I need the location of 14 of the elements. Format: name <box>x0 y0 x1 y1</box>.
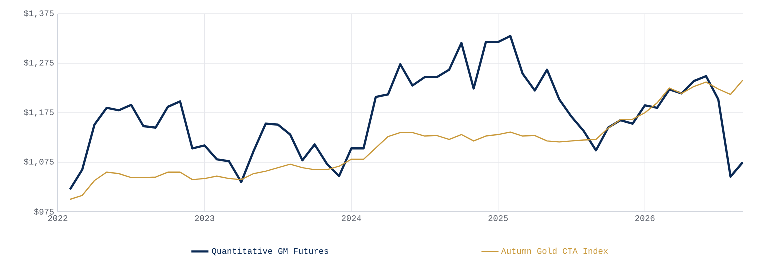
line-series <box>69 35 744 191</box>
line-series <box>70 80 744 200</box>
x-tick-label: 2023 <box>195 216 214 222</box>
x-tick-label: 2025 <box>488 216 508 222</box>
y-tick-label: $1,275 <box>24 60 54 68</box>
x-tick-label: 2026 <box>636 216 655 222</box>
x-tick-label: 2024 <box>342 216 362 222</box>
y-tick-label: $975 <box>34 208 54 216</box>
y-tick-label: $1,375 <box>24 10 54 18</box>
x-tick-label: 2022 <box>48 216 68 222</box>
y-tick-label: $1,175 <box>24 109 54 117</box>
legend-label: Autumn Gold CTA Index <box>501 248 608 254</box>
y-tick-label: $1,075 <box>24 158 54 166</box>
legend-label: Quantitative GM Futures <box>212 248 328 256</box>
